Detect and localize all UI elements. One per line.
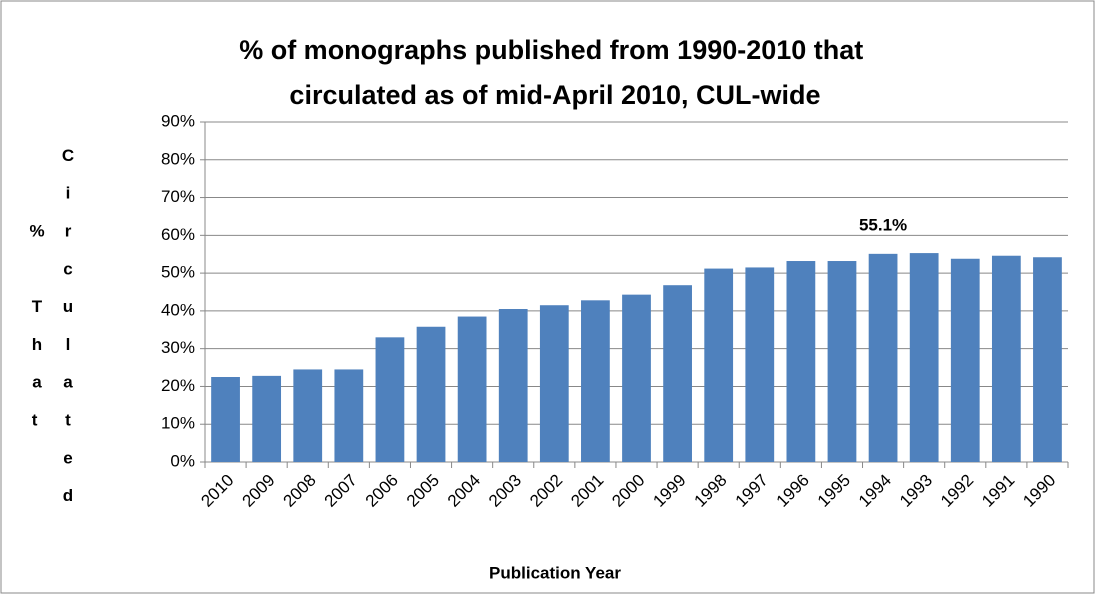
bar — [375, 337, 405, 462]
bar — [498, 309, 528, 462]
bar — [622, 294, 651, 462]
bar — [252, 375, 282, 462]
bar — [827, 261, 857, 462]
bar — [581, 300, 610, 462]
bar — [293, 369, 323, 462]
bar — [745, 267, 775, 462]
bar — [909, 253, 939, 462]
y-tick-label: 20% — [161, 376, 195, 395]
y-tick-label: 30% — [161, 338, 195, 357]
bar — [211, 377, 240, 462]
bar — [786, 261, 816, 462]
y-tick-label: 70% — [161, 187, 195, 206]
bar — [663, 285, 692, 462]
data-label: 55.1% — [859, 215, 907, 234]
y-tick-label: 40% — [161, 300, 195, 319]
bar — [416, 326, 446, 462]
bar — [539, 305, 569, 462]
bar — [704, 268, 734, 462]
bar — [991, 255, 1021, 462]
bar — [950, 258, 980, 462]
y-tick-label: 80% — [161, 149, 195, 168]
bar — [1033, 257, 1062, 462]
bar — [868, 253, 898, 462]
y-tick-label: 60% — [161, 225, 195, 244]
x-axis-title: Publication Year — [489, 563, 621, 582]
bar — [457, 316, 487, 462]
y-tick-label: 10% — [161, 414, 195, 433]
y-tick-label: 90% — [161, 111, 195, 130]
y-tick-label: 0% — [170, 451, 195, 470]
y-tick-label: 50% — [161, 263, 195, 282]
bar — [334, 369, 364, 462]
chart-title: % of monographs published from 1990-2010… — [239, 35, 871, 110]
